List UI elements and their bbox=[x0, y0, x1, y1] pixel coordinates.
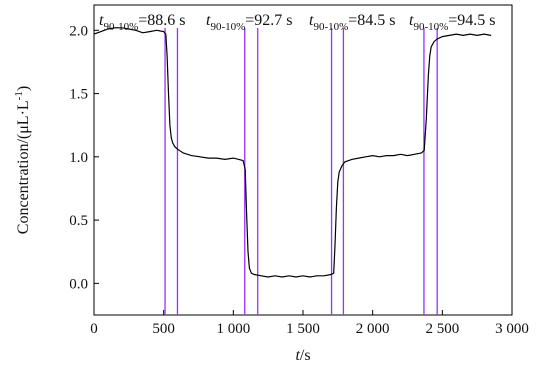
y-axis-title-main: Concentration/(μL·L bbox=[15, 100, 32, 234]
annotation-3: t90-10%=84.5 s bbox=[309, 12, 396, 33]
annotation-1: t90-10%=88.6 s bbox=[99, 12, 186, 33]
y-tick-label: 1.5 bbox=[69, 87, 88, 103]
annotation-4-sub: 90-10% bbox=[413, 21, 448, 33]
annotation-3-sub: 90-10% bbox=[313, 21, 348, 33]
y-tick-label: 2.0 bbox=[69, 23, 88, 39]
annotation-1-t: t bbox=[99, 12, 104, 29]
y-axis-title-close: ) bbox=[15, 86, 32, 91]
annotation-2-value: =92.7 s bbox=[245, 12, 292, 29]
annotation-4: t90-10%=94.5 s bbox=[409, 12, 496, 33]
annotation-4-value: =94.5 s bbox=[448, 12, 495, 29]
annotation-1-sub: 90-10% bbox=[103, 21, 138, 33]
concentration-line bbox=[93, 27, 492, 278]
x-axis: 0 500 1 000 1 500 2 000 2 500 3 000 bbox=[90, 310, 529, 337]
plot-frame bbox=[93, 4, 513, 316]
annotation-1-value: =88.6 s bbox=[138, 12, 185, 29]
x-tick-label: 1 000 bbox=[216, 321, 250, 337]
y-axis-title-sup: -1 bbox=[13, 91, 25, 100]
annotation-2-sub: 90-10% bbox=[210, 21, 245, 33]
y-tick-label: 0.0 bbox=[69, 276, 88, 292]
x-tick-label: 1 500 bbox=[286, 321, 320, 337]
x-tick-label: 2 000 bbox=[356, 321, 390, 337]
y-tick-label: 1.0 bbox=[69, 150, 88, 166]
response-time-markers bbox=[164, 28, 438, 315]
y-axis-title: Concentration/(μL·L-1) bbox=[13, 86, 32, 234]
annotation-3-t: t bbox=[309, 12, 314, 29]
x-tick-label: 500 bbox=[152, 321, 175, 337]
annotation-2: t90-10%=92.7 s bbox=[206, 12, 293, 33]
x-tick-label: 2 500 bbox=[425, 321, 459, 337]
y-tick-label: 0.5 bbox=[69, 213, 88, 229]
annotation-3-value: =84.5 s bbox=[348, 12, 395, 29]
annotation-2-t: t bbox=[206, 12, 211, 29]
x-tick-label: 3 000 bbox=[495, 321, 529, 337]
x-tick-label: 0 bbox=[90, 321, 98, 337]
x-axis-title: t/s bbox=[295, 347, 310, 364]
x-axis-title-unit: /s bbox=[300, 347, 311, 364]
annotation-4-t: t bbox=[409, 12, 414, 29]
x-axis-title-italic: t bbox=[295, 347, 300, 364]
y-axis: 0.0 0.5 1.0 1.5 2.0 bbox=[69, 23, 99, 292]
